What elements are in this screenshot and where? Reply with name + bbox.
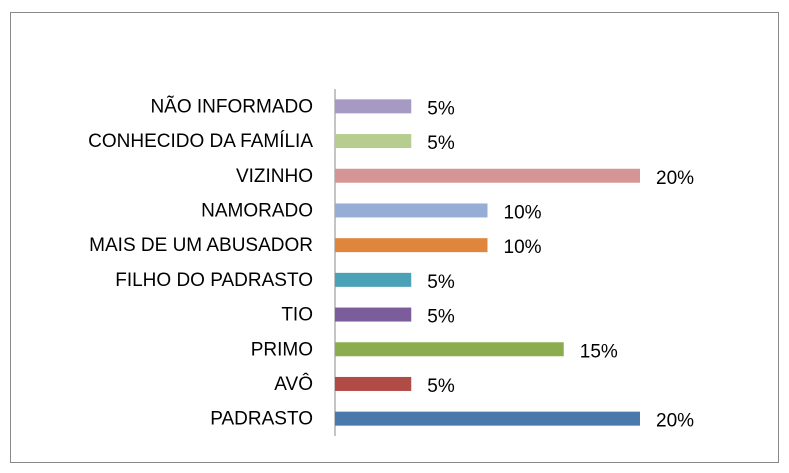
data-label: 15% <box>580 341 618 362</box>
category-label: PRIMO <box>251 339 313 360</box>
category-label: AVÔ <box>274 373 313 395</box>
bar <box>335 272 412 287</box>
category-label: FILHO DO PADRASTO <box>115 270 313 291</box>
data-label: 5% <box>427 272 455 293</box>
bar <box>335 99 412 114</box>
category-label: TIO <box>281 305 313 326</box>
data-label: 10% <box>504 237 542 258</box>
category-label: VIZINHO <box>236 166 313 187</box>
data-label: 10% <box>504 202 542 223</box>
category-label: NÃO INFORMADO <box>150 95 313 117</box>
category-label: MAIS DE UM ABUSADOR <box>89 235 313 256</box>
category-label: PADRASTO <box>210 409 313 430</box>
bar <box>335 342 564 357</box>
bar <box>335 238 488 253</box>
category-label: NAMORADO <box>201 200 313 221</box>
data-label: 5% <box>427 307 455 328</box>
bar <box>335 168 640 183</box>
bar <box>335 411 640 426</box>
data-label: 5% <box>427 133 455 154</box>
bar <box>335 134 412 149</box>
bar <box>335 307 412 322</box>
category-label: CONHECIDO DA FAMÍLIA <box>88 131 313 152</box>
bar <box>335 203 488 218</box>
data-label: 5% <box>427 376 455 397</box>
data-label: 20% <box>656 168 694 189</box>
data-label: 20% <box>656 411 694 432</box>
data-label: 5% <box>427 98 455 119</box>
bar <box>335 376 412 391</box>
